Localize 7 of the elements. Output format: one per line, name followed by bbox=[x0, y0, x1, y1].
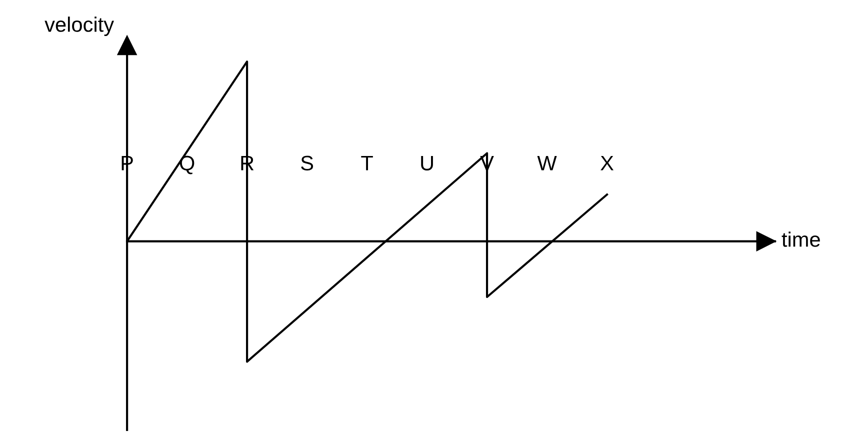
y-axis-title: velocity bbox=[44, 16, 114, 36]
x-tick-label: X bbox=[600, 156, 614, 170]
x-tick-label: T bbox=[361, 156, 373, 170]
x-tick-label: W bbox=[537, 156, 557, 170]
text: time bbox=[782, 232, 820, 247]
x-tick-label: U bbox=[421, 156, 433, 170]
x-tick-label: S bbox=[301, 156, 314, 170]
